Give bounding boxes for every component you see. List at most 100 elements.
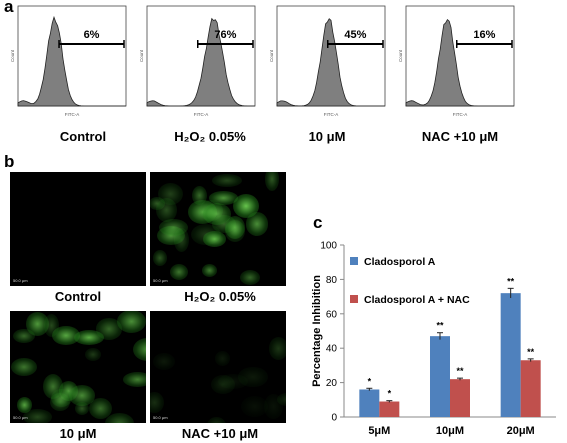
cell-blob — [206, 416, 226, 423]
significance-label: ** — [507, 276, 515, 286]
cell-blob — [155, 197, 177, 223]
scale-bar-label: 50.0 μm — [153, 415, 168, 420]
cell-blob — [212, 174, 242, 188]
cell-blob — [202, 231, 227, 248]
bar — [359, 389, 380, 417]
micro-label-nac: NAC +10 μM — [181, 426, 259, 441]
legend-label: Cladosporol A — [364, 256, 436, 268]
cell-blob — [203, 203, 232, 225]
micro-label-h2o2: H₂O₂ 0.05% — [184, 289, 256, 304]
micrograph-h2o2: 50.0 μm — [150, 172, 286, 286]
histogram-0: 6% Count FITC-A — [10, 5, 127, 117]
cell-blob — [192, 186, 208, 206]
cell-blob — [238, 366, 268, 388]
significance-label: ** — [456, 366, 464, 376]
micrograph-nac: 50.0 μm — [150, 311, 286, 423]
histogram-curve — [276, 18, 385, 107]
cell-blob — [11, 358, 38, 377]
axis-xlabel: FITC-A — [65, 112, 80, 117]
cell-blob — [123, 371, 146, 387]
histogram-1: 76% Count FITC-A — [139, 5, 256, 117]
significance-label: * — [388, 389, 392, 399]
micro-label-control: Control — [54, 289, 102, 304]
histogram-frame — [17, 5, 127, 107]
cell-blob — [16, 397, 33, 413]
flow-histograms: 6% Count FITC-A 76% Count FITC-A 45% Count FITC-… — [10, 5, 515, 117]
cell-blob — [233, 193, 260, 218]
cell-blob — [211, 374, 236, 395]
cell-blob — [214, 350, 231, 366]
axis-ylabel: Count — [139, 49, 144, 62]
cell-blob — [170, 263, 189, 280]
cell-blob — [116, 311, 146, 334]
scale-bar-label: 50.0 μm — [13, 278, 28, 283]
cell-blob — [22, 409, 52, 423]
cell-blob — [150, 196, 166, 211]
gate-percent: 76% — [214, 29, 236, 41]
scale-bar-label: 50.0 μm — [153, 278, 168, 283]
significance-label: ** — [436, 321, 444, 331]
bar — [500, 293, 521, 417]
cell-blob — [157, 182, 184, 205]
cell-blob — [132, 337, 146, 361]
histogram-curve — [405, 18, 514, 107]
cell-blob — [277, 393, 286, 407]
cell-blob — [264, 393, 283, 420]
y-tick-label: 0 — [331, 413, 337, 424]
bar — [430, 336, 450, 417]
y-tick-label: 40 — [326, 344, 338, 355]
x-tick-label: 20μM — [507, 425, 535, 437]
axis-ylabel: Count — [269, 49, 274, 62]
histogram-2: 45% Count FITC-A — [269, 5, 386, 117]
cell-blob — [73, 329, 104, 345]
x-tick-label: 5μM — [368, 425, 390, 437]
cell-blob — [75, 402, 90, 415]
legend-swatch — [350, 257, 358, 265]
cell-blob — [201, 264, 217, 278]
cell-blob — [52, 325, 80, 345]
micro-label-10um: 10 μM — [59, 426, 97, 441]
cell-blob — [240, 395, 268, 417]
gate-percent: 16% — [473, 29, 495, 41]
cell-blob — [68, 385, 96, 407]
legend-label: Cladosporol A + NAC — [364, 294, 470, 306]
hist-label-nac: NAC +10 μM — [421, 129, 499, 144]
significance-label: * — [368, 376, 372, 386]
panel-c-letter: c — [313, 213, 323, 232]
micrograph-control: 50.0 μm — [10, 172, 146, 286]
axis-ylabel: Count — [398, 49, 403, 62]
bar — [450, 379, 470, 417]
cell-blob — [269, 337, 286, 360]
cell-blob — [88, 397, 113, 420]
cell-blob — [245, 212, 269, 236]
cell-blob — [159, 219, 188, 237]
cell-blob — [150, 392, 164, 414]
gate-percent: 45% — [344, 29, 366, 41]
cell-blob — [25, 312, 49, 336]
cell-blob — [264, 172, 280, 192]
bar — [520, 360, 541, 417]
gate-percent: 6% — [84, 29, 100, 41]
cell-blob — [43, 374, 64, 400]
legend-swatch — [350, 295, 358, 303]
bar — [379, 401, 400, 417]
micrograph-10um: 50.0 μm — [10, 311, 146, 423]
cell-blob — [218, 374, 248, 390]
histogram-3: 16% Count FITC-A — [398, 5, 515, 117]
cell-blob — [152, 352, 176, 371]
axis-xlabel: FITC-A — [194, 112, 209, 117]
hist-label-h2o2: H₂O₂ 0.05% — [174, 129, 246, 144]
y-tick-label: 20 — [326, 378, 338, 389]
hist-label-10um: 10 μM — [308, 129, 346, 144]
y-tick-label: 60 — [326, 309, 338, 320]
cell-blob — [50, 388, 72, 407]
cell-blob — [240, 269, 261, 285]
panel-a-letter: a — [4, 0, 14, 16]
cell-blob — [43, 313, 59, 337]
hist-label-control: Control — [59, 129, 107, 144]
histogram-curve — [17, 15, 126, 107]
cell-blob — [84, 347, 101, 361]
cell-blob — [208, 191, 239, 205]
panel-b-letter: b — [4, 152, 15, 171]
